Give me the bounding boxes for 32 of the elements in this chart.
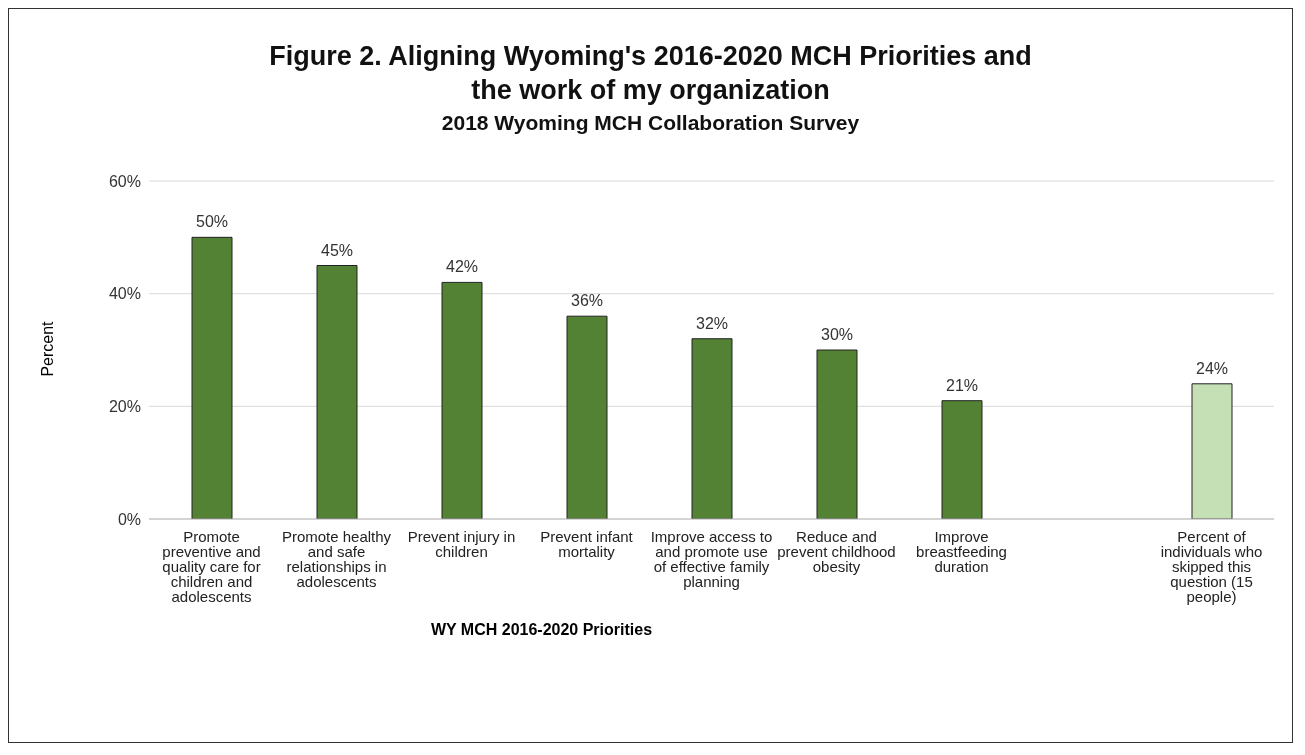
bar bbox=[941, 400, 983, 519]
bar bbox=[691, 338, 733, 519]
data-label: 42% bbox=[445, 258, 479, 276]
bar bbox=[566, 315, 608, 519]
data-label: 45% bbox=[320, 241, 354, 259]
x-tick-label: Improve access to and promote use of effective family planning bbox=[650, 527, 773, 590]
bar bbox=[316, 265, 358, 519]
x-tick-label: Percent of individuals who skipped this question (15 people) bbox=[1160, 527, 1263, 605]
data-label: 21% bbox=[945, 376, 979, 394]
bar bbox=[441, 281, 483, 519]
data-label: 36% bbox=[570, 292, 604, 310]
y-tick-label: 0% bbox=[117, 510, 141, 528]
data-label: 32% bbox=[695, 314, 729, 332]
bar bbox=[816, 349, 858, 519]
chart-title: Figure 2. Aligning Wyoming's 2016-2020 MCH Priorities and the work of my organization bbox=[268, 40, 1033, 107]
data-label: 30% bbox=[820, 326, 854, 343]
y-tick-label: 40% bbox=[108, 285, 141, 303]
y-tick-label: 20% bbox=[108, 398, 141, 416]
bar bbox=[191, 236, 233, 519]
x-tick-label: Promote preventive and quality care for children and adolescents bbox=[162, 527, 261, 605]
y-tick-label: 60% bbox=[108, 172, 141, 190]
data-label: 24% bbox=[1195, 359, 1229, 377]
data-label: 50% bbox=[195, 213, 229, 231]
bar bbox=[1191, 383, 1233, 519]
y-axis-title: Percent bbox=[39, 321, 57, 377]
x-tick-label: Prevent injury in children bbox=[407, 527, 516, 560]
x-tick-label: Prevent infant mortality bbox=[540, 527, 634, 560]
x-tick-label: Reduce and prevent childhood obesity bbox=[777, 527, 896, 575]
x-tick-label: Promote healthy and safe relationships in adolescents bbox=[281, 527, 392, 590]
chart-subtitle: 2018 Wyoming MCH Collaboration Survey bbox=[440, 111, 861, 135]
x-tick-label: Improve breastfeeding duration bbox=[916, 527, 1007, 575]
x-axis-title: WY MCH 2016-2020 Priorities bbox=[429, 621, 654, 639]
